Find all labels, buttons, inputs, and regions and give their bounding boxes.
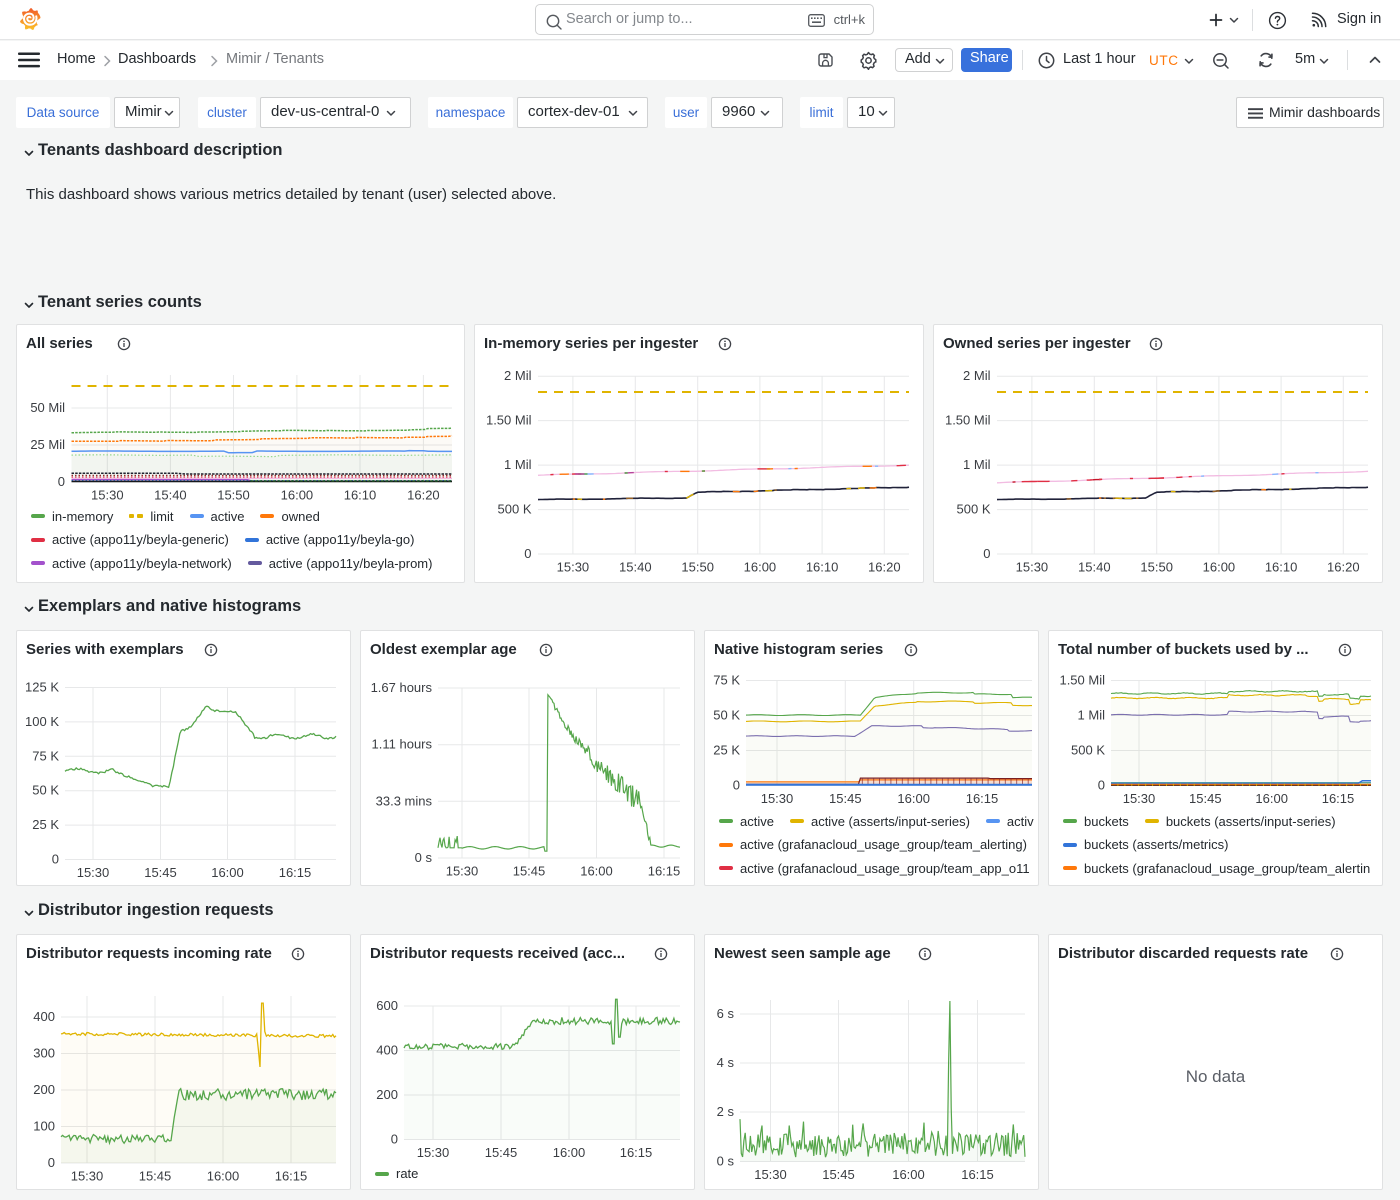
svg-text:75 K: 75 K	[32, 748, 59, 763]
svg-text:16:00: 16:00	[553, 1145, 586, 1160]
svg-text:16:20: 16:20	[868, 560, 901, 575]
svg-text:15:50: 15:50	[1140, 560, 1173, 575]
svg-text:15:45: 15:45	[822, 1167, 855, 1182]
svg-text:15:30: 15:30	[761, 791, 794, 806]
svg-text:25 K: 25 K	[713, 743, 740, 758]
svg-text:25 Mil: 25 Mil	[30, 437, 65, 452]
svg-text:15:30: 15:30	[91, 488, 124, 503]
svg-text:100: 100	[33, 1119, 55, 1134]
svg-text:16:15: 16:15	[275, 1169, 308, 1184]
svg-text:0: 0	[52, 852, 59, 867]
svg-text:500 K: 500 K	[498, 502, 532, 517]
svg-text:16:00: 16:00	[892, 1167, 925, 1182]
svg-text:0: 0	[733, 778, 740, 793]
svg-text:16:10: 16:10	[1265, 560, 1298, 575]
svg-text:200: 200	[376, 1087, 398, 1102]
svg-text:15:30: 15:30	[1016, 560, 1049, 575]
svg-text:500 K: 500 K	[957, 502, 991, 517]
svg-text:16:15: 16:15	[961, 1167, 994, 1182]
svg-text:200: 200	[33, 1082, 55, 1097]
svg-text:15:45: 15:45	[829, 791, 862, 806]
svg-text:500 K: 500 K	[1071, 743, 1105, 758]
svg-text:1 Mil: 1 Mil	[963, 457, 991, 472]
svg-text:300: 300	[33, 1046, 55, 1061]
svg-text:0 s: 0 s	[717, 1154, 735, 1169]
svg-text:15:30: 15:30	[557, 560, 590, 575]
svg-text:15:45: 15:45	[1189, 791, 1222, 806]
svg-text:0 s: 0 s	[415, 850, 433, 865]
svg-text:15:40: 15:40	[154, 488, 187, 503]
svg-text:0: 0	[983, 546, 990, 561]
svg-text:16:10: 16:10	[806, 560, 839, 575]
svg-text:50 K: 50 K	[32, 783, 59, 798]
svg-text:0: 0	[48, 1155, 55, 1170]
svg-text:50 K: 50 K	[713, 708, 740, 723]
svg-text:16:20: 16:20	[1327, 560, 1360, 575]
svg-text:16:00: 16:00	[1203, 560, 1236, 575]
svg-text:15:30: 15:30	[71, 1169, 104, 1184]
svg-text:2 Mil: 2 Mil	[963, 368, 991, 383]
svg-text:16:00: 16:00	[744, 560, 777, 575]
svg-text:16:00: 16:00	[1255, 791, 1288, 806]
svg-text:0: 0	[524, 546, 531, 561]
svg-text:16:00: 16:00	[207, 1169, 240, 1184]
svg-text:1.11 hours: 1.11 hours	[372, 737, 433, 752]
svg-text:15:40: 15:40	[619, 560, 652, 575]
svg-text:33.3 mins: 33.3 mins	[376, 793, 433, 808]
svg-text:2 s: 2 s	[717, 1104, 735, 1119]
svg-text:16:15: 16:15	[648, 864, 681, 879]
svg-text:2 Mil: 2 Mil	[504, 368, 532, 383]
svg-text:15:45: 15:45	[485, 1145, 518, 1160]
svg-text:1.50 Mil: 1.50 Mil	[486, 413, 532, 428]
svg-text:125 K: 125 K	[25, 680, 59, 695]
svg-text:15:30: 15:30	[417, 1145, 450, 1160]
svg-text:16:15: 16:15	[966, 791, 999, 806]
svg-text:16:00: 16:00	[281, 488, 314, 503]
svg-text:600: 600	[376, 998, 398, 1013]
svg-text:16:15: 16:15	[620, 1145, 653, 1160]
svg-text:0: 0	[58, 474, 65, 489]
svg-text:15:30: 15:30	[1123, 791, 1156, 806]
svg-text:25 K: 25 K	[32, 817, 59, 832]
svg-text:15:50: 15:50	[681, 560, 714, 575]
svg-text:4 s: 4 s	[717, 1055, 735, 1070]
svg-text:1 Mil: 1 Mil	[1078, 708, 1106, 723]
svg-text:16:00: 16:00	[211, 865, 244, 880]
svg-text:15:30: 15:30	[754, 1167, 787, 1182]
svg-text:400: 400	[33, 1009, 55, 1024]
svg-text:15:45: 15:45	[513, 864, 546, 879]
svg-text:15:45: 15:45	[139, 1169, 172, 1184]
svg-text:1 Mil: 1 Mil	[504, 457, 532, 472]
svg-text:15:50: 15:50	[217, 488, 250, 503]
svg-text:100 K: 100 K	[25, 714, 59, 729]
svg-text:0: 0	[1098, 778, 1105, 793]
svg-text:15:30: 15:30	[77, 865, 110, 880]
svg-text:1.50 Mil: 1.50 Mil	[945, 413, 991, 428]
svg-text:16:00: 16:00	[897, 791, 930, 806]
svg-text:400: 400	[376, 1043, 398, 1058]
svg-text:16:15: 16:15	[1322, 791, 1355, 806]
svg-text:1.67 hours: 1.67 hours	[371, 680, 433, 695]
svg-text:15:45: 15:45	[144, 865, 177, 880]
svg-text:15:30: 15:30	[446, 864, 479, 879]
svg-text:1.50 Mil: 1.50 Mil	[1059, 673, 1105, 688]
svg-text:16:00: 16:00	[580, 864, 613, 879]
svg-text:16:20: 16:20	[407, 488, 440, 503]
svg-text:16:15: 16:15	[279, 865, 312, 880]
svg-text:16:10: 16:10	[344, 488, 377, 503]
svg-text:0: 0	[391, 1132, 398, 1147]
svg-text:50 Mil: 50 Mil	[30, 400, 65, 415]
svg-text:75 K: 75 K	[713, 673, 740, 688]
svg-text:15:40: 15:40	[1078, 560, 1111, 575]
svg-text:6 s: 6 s	[717, 1006, 735, 1021]
